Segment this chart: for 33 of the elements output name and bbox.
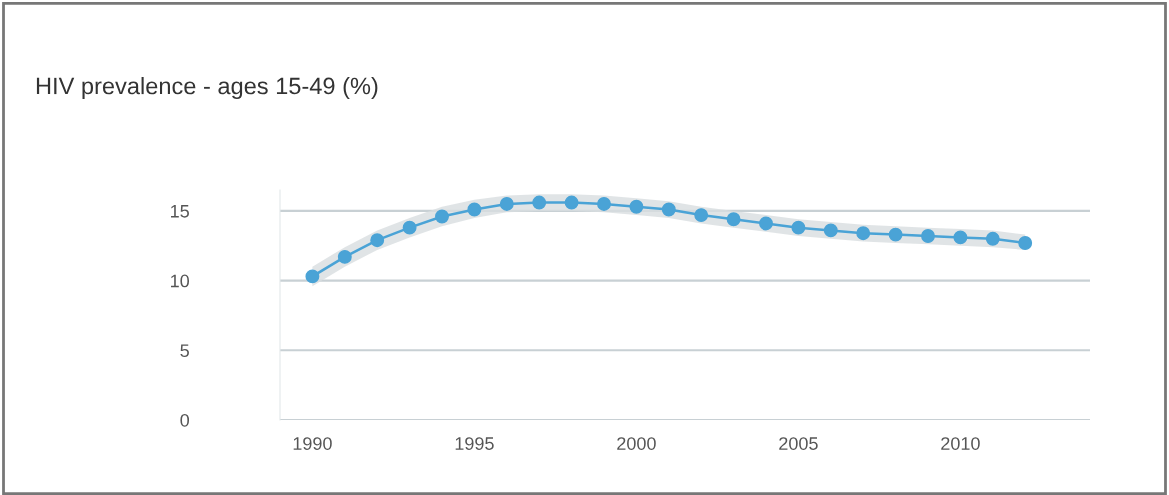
point [661, 202, 676, 217]
point [564, 195, 579, 210]
y-tick-label: 10 [171, 274, 190, 288]
x-tick-label: 2010 [941, 437, 980, 450]
point [823, 223, 838, 238]
point [337, 249, 352, 264]
point [629, 199, 644, 214]
point [791, 220, 806, 235]
point [402, 220, 417, 235]
x-tick-label: 1995 [455, 437, 494, 450]
point [370, 233, 385, 248]
point [921, 229, 935, 243]
y-tick-label: 15 [171, 205, 189, 218]
point [435, 209, 449, 224]
point [499, 196, 514, 211]
point [532, 195, 547, 210]
chart-title: HIV prevalence - ages 15-49 (%) [36, 77, 378, 100]
point [759, 216, 773, 231]
point [694, 208, 709, 223]
y-tick-label: 0 [180, 413, 190, 427]
point [1018, 236, 1033, 250]
point [888, 227, 903, 242]
x-tick-label: 2005 [779, 437, 818, 450]
point [985, 231, 1000, 246]
point [597, 196, 611, 211]
point [856, 226, 871, 241]
point [953, 230, 968, 245]
point [726, 212, 741, 227]
point [305, 269, 320, 284]
x-tick-label: 1990 [293, 437, 332, 450]
x-tick-label: 2000 [617, 437, 656, 450]
y-tick-label: 5 [180, 344, 189, 358]
point [467, 202, 482, 217]
